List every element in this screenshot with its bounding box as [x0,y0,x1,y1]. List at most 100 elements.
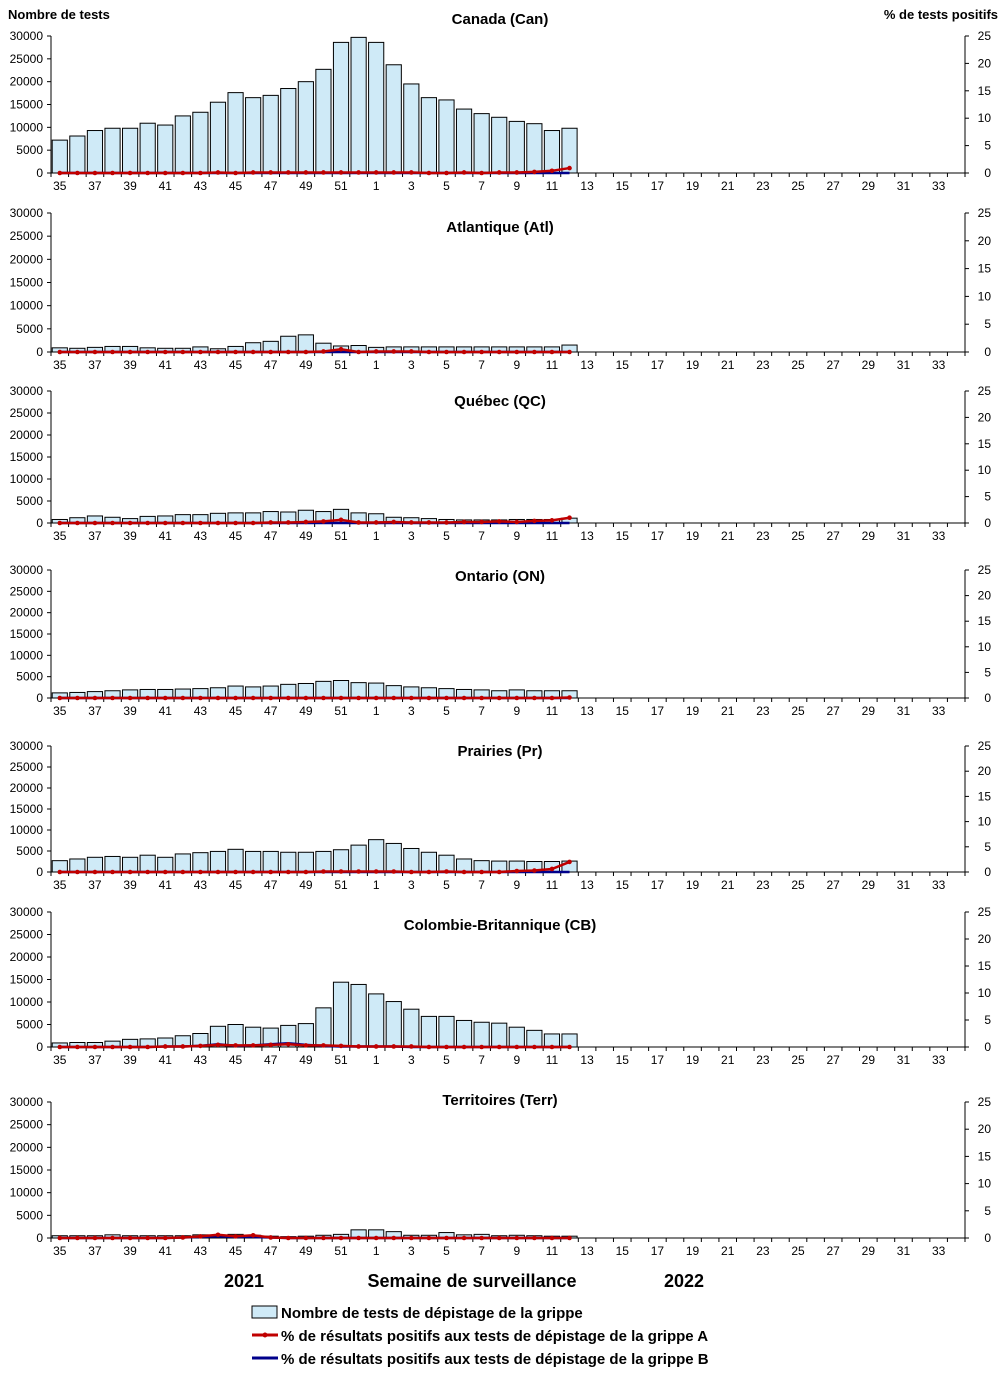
legend-tests-swatch [251,1305,278,1319]
flu-a-point [285,869,291,875]
flu-a-point [338,869,344,874]
x-tick-label: 17 [651,358,665,372]
panel-1: Canada (Can) 0 5000 10000 15000 20000 25000 300… [10,11,992,193]
x-tick-label: 49 [299,878,313,892]
x-tick-label: 47 [264,1053,278,1067]
x-tick-label: 23 [756,878,770,892]
flu-a-point [373,349,379,354]
flu-a-point [215,1042,221,1048]
y-left-tick-label: 20000 [10,75,44,89]
flu-a-point [549,695,555,701]
y-right-tick-label: 15 [978,84,992,98]
flu-a-point [233,170,238,176]
test-count-bar [157,124,174,174]
flu-a-point [57,349,63,355]
x-tick-label: 7 [478,358,485,372]
flu-a-point [162,1235,168,1241]
flu-a-point [92,349,98,355]
x-tick-label: 5 [443,704,450,718]
flu-a-point [110,170,115,176]
test-count-bar [245,850,262,873]
flu-a-point [268,1042,274,1048]
flu-a-point [496,1235,502,1241]
test-count-bar [192,852,209,873]
flu-a-point [110,349,115,355]
legend-flu-b-label: % de résultats positifs aux tests de dép… [281,1351,709,1368]
x-tick-label: 21 [721,704,735,718]
flu-a-line [59,860,570,874]
test-count-bar [262,850,279,873]
x-tick-label: 13 [580,1053,594,1067]
y-left-tick-label: 30000 [10,29,44,43]
y-right-tick-label: 15 [978,437,992,451]
flu-a-point [479,695,484,701]
x-tick-label: 1 [373,704,380,718]
test-count-bar [491,1022,508,1048]
y-right-tick-label: 10 [978,463,992,477]
y-left-tick-label: 30000 [10,206,44,220]
flu-a-point [233,520,238,526]
x-tick-label: 37 [88,1244,102,1258]
x-tick-label: 35 [53,1244,67,1258]
x-tick-label: 1 [373,179,380,193]
flu-a-point [127,520,133,526]
x-tick-label: 51 [334,179,348,193]
test-count-bar [262,94,279,174]
x-tick-label: 47 [264,179,278,193]
y-right-tick-label: 20 [978,1122,992,1136]
y-right-tick-label: 20 [978,764,992,778]
test-count-bar [350,682,367,699]
panels-group: Canada (Can)0500010000150002000025000300… [10,11,992,1258]
flu-a-point [321,1043,326,1048]
y-right-tick-label: 10 [978,289,992,303]
flu-a-point [338,1235,344,1241]
flu-a-point [110,695,115,701]
x-tick-label: 35 [53,529,67,543]
x-tick-label: 35 [53,179,67,193]
test-count-bar [385,64,402,174]
y-left-tick-label: 0 [36,166,43,180]
flu-a-point [532,1235,537,1241]
test-count-bar [526,123,543,174]
x-tick-label: 25 [791,1053,805,1067]
flu-a-point [57,520,63,526]
x-tick-label: 17 [651,704,665,718]
test-count-bar [245,97,262,174]
y-right-tick-label: 5 [984,490,991,504]
x-tick-label: 41 [159,179,173,193]
y-left-tick-label: 15000 [10,98,44,112]
test-count-bar [368,41,385,174]
test-count-bar [122,127,139,174]
x-tick-label: 27 [826,1244,840,1258]
flu-a-point [338,695,344,701]
flu-a-point [215,695,221,701]
flu-a-point [145,520,150,526]
test-count-bar [350,844,367,873]
x-tick-label: 23 [756,1244,770,1258]
flu-a-point [303,349,309,355]
flu-a-line [59,1043,570,1049]
y-left-tick-label: 15000 [10,973,44,987]
flu-a-point [145,869,150,875]
flu-a-point [514,1235,520,1241]
x-tick-label: 49 [299,179,313,193]
y-left-tick-label: 0 [36,1231,43,1245]
y-left-tick-label: 30000 [10,1095,44,1109]
flu-a-point [250,349,256,355]
flu-a-point [285,1235,291,1241]
x-tick-label: 43 [194,1053,208,1067]
x-tick-label: 45 [229,1244,243,1258]
x-tick-label: 39 [123,179,137,193]
y-left-tick-label: 30000 [10,739,44,753]
y-right-tick-label: 0 [984,691,991,705]
y-left-tick-label: 15000 [10,450,44,464]
flu-a-point [549,518,555,523]
y-right-tick-label: 0 [984,1040,991,1054]
x-tick-label: 31 [897,179,911,193]
flu-a-point [162,1044,168,1049]
flu-a-point [57,1235,63,1241]
x-tick-label: 13 [580,358,594,372]
test-count-bar [332,981,350,1048]
x-tick-label: 3 [408,878,415,892]
flu-a-point [426,520,432,525]
